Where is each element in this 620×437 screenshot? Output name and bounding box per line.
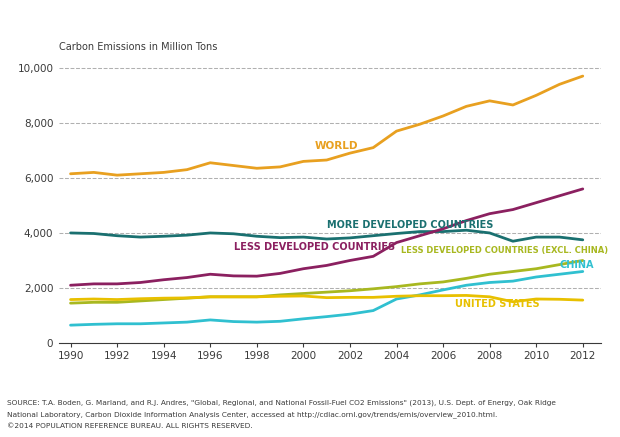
Text: WORLD: WORLD: [315, 141, 358, 151]
Text: National Laboratory, Carbon Dioxide Information Analysis Center, accessed at htt: National Laboratory, Carbon Dioxide Info…: [7, 411, 498, 418]
Text: LESS DEVELOPED COUNTRIES: LESS DEVELOPED COUNTRIES: [234, 242, 395, 252]
Text: SOURCE: T.A. Boden, G. Marland, and R.J. Andres, "Global, Regional, and National: SOURCE: T.A. Boden, G. Marland, and R.J.…: [7, 400, 556, 406]
Text: Carbon Emissions Continue to Increase: Carbon Emissions Continue to Increase: [8, 13, 391, 31]
Text: Carbon Emissions in Million Tons: Carbon Emissions in Million Tons: [59, 42, 217, 52]
Text: UNITED STATES: UNITED STATES: [454, 299, 539, 309]
Text: CHINA: CHINA: [559, 260, 594, 271]
Text: MORE DEVELOPED COUNTRIES: MORE DEVELOPED COUNTRIES: [327, 220, 493, 230]
Text: ©2014 POPULATION REFERENCE BUREAU. ALL RIGHTS RESERVED.: ©2014 POPULATION REFERENCE BUREAU. ALL R…: [7, 423, 253, 429]
Text: LESS DEVELOPED COUNTRIES (EXCL. CHINA): LESS DEVELOPED COUNTRIES (EXCL. CHINA): [401, 246, 608, 254]
